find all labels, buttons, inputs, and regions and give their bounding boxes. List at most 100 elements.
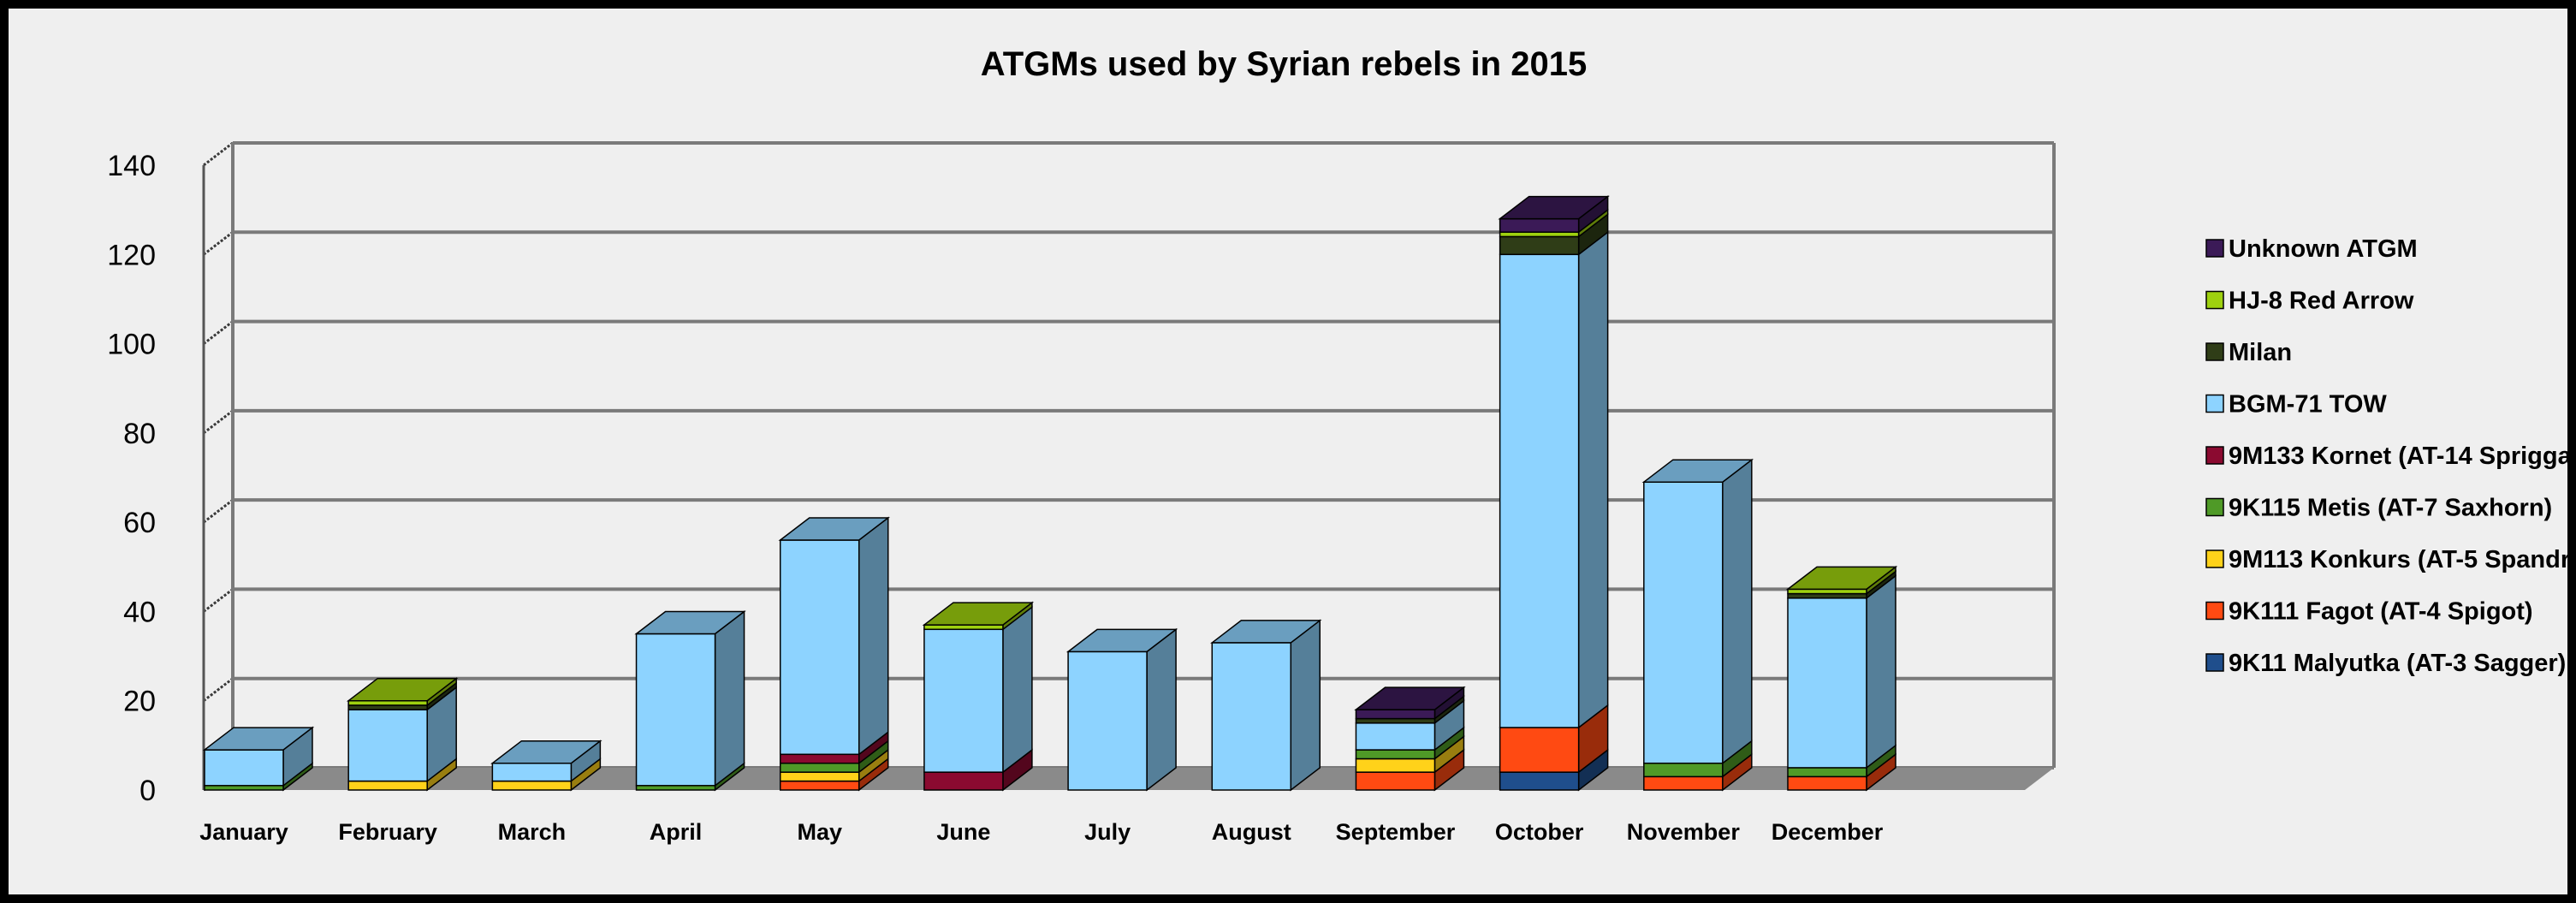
bar-segment xyxy=(779,780,860,791)
legend-label: Milan xyxy=(2229,339,2292,366)
bar-segment xyxy=(1499,253,1580,728)
bar-segment xyxy=(204,749,284,787)
legend-swatch xyxy=(2205,446,2224,465)
bar-segment xyxy=(1355,709,1436,720)
y-tick-label: 100 xyxy=(107,329,156,361)
bar-segment xyxy=(779,771,860,782)
bar-segment-side xyxy=(1146,627,1177,792)
legend-label: 9M133 Kornet (AT-14 Spriggan) xyxy=(2229,443,2567,470)
bar-segment xyxy=(635,633,716,787)
bar-top xyxy=(1785,566,1898,591)
bar-segment xyxy=(779,753,860,764)
bar-segment xyxy=(1499,727,1580,773)
legend-swatch xyxy=(2205,601,2224,621)
x-tick-label: March xyxy=(498,819,567,845)
bar-segment xyxy=(347,709,428,782)
x-tick-label: January xyxy=(199,819,288,845)
side-gridline xyxy=(203,409,234,435)
x-tick-label: October xyxy=(1495,819,1584,845)
legend-label: HJ-8 Red Arrow xyxy=(2229,288,2414,315)
bar-stack xyxy=(778,516,890,792)
side-gridline xyxy=(203,320,234,345)
bar-stack xyxy=(490,740,602,792)
bar-segment xyxy=(1787,767,1867,778)
bar-segment xyxy=(1643,762,1724,778)
y-tick-label: 140 xyxy=(107,150,156,182)
legend: Unknown ATGM HJ-8 Red Arrow Milan BGM-71 TO… xyxy=(2205,235,2567,677)
x-tick-label: April xyxy=(650,819,703,845)
legend-swatch xyxy=(2205,394,2224,413)
legend-swatch xyxy=(2205,497,2224,517)
side-gridline xyxy=(203,677,234,702)
bar-segment xyxy=(1787,775,1867,791)
bar-top xyxy=(490,740,602,764)
legend-swatch xyxy=(2205,653,2224,672)
bar-top xyxy=(1354,686,1466,710)
bar-segment xyxy=(1499,235,1580,256)
y-tick-label: 0 xyxy=(139,775,156,807)
bar-segment xyxy=(923,771,1004,791)
bar-segment xyxy=(1787,592,1867,599)
bar-top xyxy=(778,517,890,541)
legend-swatch xyxy=(2205,239,2224,258)
side-gridline xyxy=(203,141,234,167)
x-tick-label: November xyxy=(1627,819,1741,845)
bar-stack xyxy=(1785,565,1898,792)
bar-segment xyxy=(1787,597,1867,769)
x-tick-label: August xyxy=(1212,819,1291,845)
bar-segment xyxy=(923,624,1004,631)
bar-segment xyxy=(347,699,428,706)
legend-label: Unknown ATGM xyxy=(2229,235,2418,263)
legend-label: BGM-71 TOW xyxy=(2229,391,2387,419)
legend-label: 9K111 Fagot (AT-4 Spigot) xyxy=(2229,598,2533,626)
bar-top xyxy=(1641,459,1754,483)
bar-top xyxy=(202,727,315,751)
bar-stack xyxy=(1210,619,1322,792)
bar-top xyxy=(346,677,459,702)
bar-segment xyxy=(1355,771,1436,791)
legend-label: 9K11 Malyutka (AT-3 Sagger) xyxy=(2229,650,2566,677)
bar-segment xyxy=(1211,642,1292,791)
bar-segment xyxy=(1643,775,1724,791)
bar-top xyxy=(922,602,1035,626)
side-gridline xyxy=(203,498,234,524)
bar-segment-side xyxy=(1722,458,1753,765)
bar-segment-side xyxy=(1002,605,1033,774)
legend-swatch xyxy=(2205,550,2224,568)
y-tick-label: 20 xyxy=(123,686,156,718)
x-tick-label: September xyxy=(1336,819,1456,845)
bar-segment xyxy=(779,539,860,756)
bar-segment xyxy=(347,780,428,791)
bar-segment xyxy=(1499,231,1580,238)
x-tick-label: May xyxy=(797,819,842,845)
x-tick-label: June xyxy=(936,819,990,845)
side-gridline xyxy=(203,588,234,613)
chart-title: ATGMs used by Syrian rebels in 2015 xyxy=(981,45,1587,83)
y-tick-label: 40 xyxy=(123,596,156,628)
legend-swatch xyxy=(2205,290,2224,310)
bar-stack xyxy=(1498,195,1610,792)
bar-segment xyxy=(1067,651,1148,791)
bar-top xyxy=(1498,195,1610,220)
bar-segment xyxy=(1355,717,1436,724)
legend-label: 9M113 Konkurs (AT-5 Spandrel) xyxy=(2229,546,2567,573)
side-gridline xyxy=(203,231,234,256)
bar-segment xyxy=(491,780,573,791)
bar-segment xyxy=(1643,481,1724,764)
bar-segment-side xyxy=(858,516,889,756)
bar-segment xyxy=(635,785,716,791)
bar-stack xyxy=(202,726,315,792)
atgm-chart: ATGMs used by Syrian rebels in 2015 0 20 4… xyxy=(107,45,2567,845)
bar-segment xyxy=(347,704,428,710)
y-tick-label: 80 xyxy=(123,418,156,450)
bar-segment-side xyxy=(1290,619,1321,792)
bar-top xyxy=(634,610,746,635)
bar-stack xyxy=(922,601,1035,792)
y-tick-label: 60 xyxy=(123,507,156,539)
y-tick-label: 120 xyxy=(107,239,156,271)
legend-label: 9K115 Metis (AT-7 Saxhorn) xyxy=(2229,495,2552,522)
bar-segment xyxy=(1787,588,1867,595)
bar-segment xyxy=(1355,757,1436,773)
bar-segment xyxy=(1355,749,1436,760)
chart-frame: ATGMs used by Syrian rebels in 2015 0 20 4… xyxy=(9,9,2567,894)
